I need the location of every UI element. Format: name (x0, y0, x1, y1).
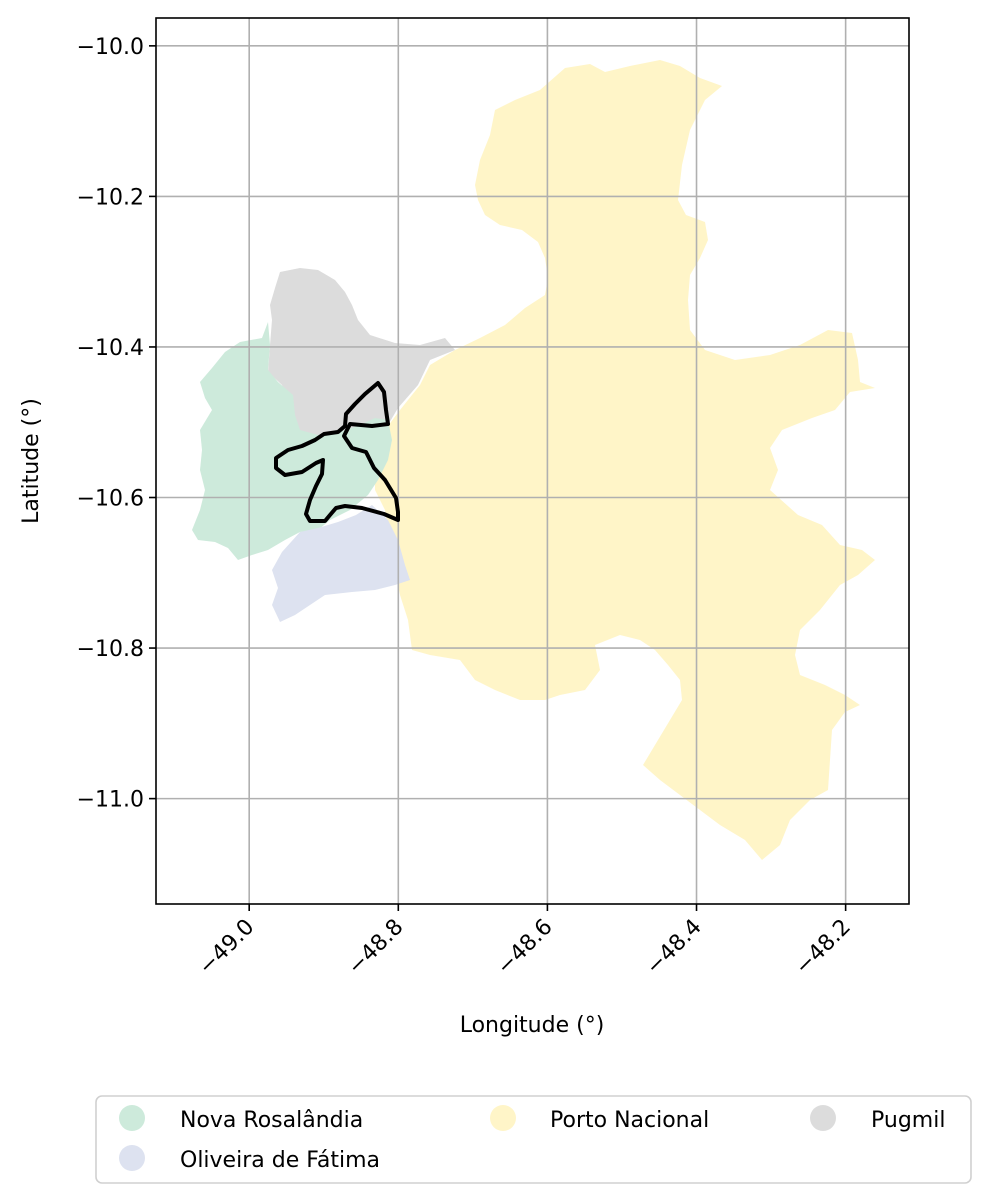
y-tick-label: −10.8 (77, 637, 144, 662)
legend-marker-pugmil (810, 1105, 836, 1131)
legend-label-oliveira-de-fatima: Oliveira de Fátima (180, 1148, 380, 1173)
plot-frame (155, 17, 910, 905)
y-axis-label: Latitude (°) (19, 398, 44, 524)
x-tick-label: −48.8 (343, 915, 408, 980)
legend-label-porto-nacional: Porto Nacional (550, 1108, 709, 1133)
region-oliveira-de-fatima (272, 505, 410, 622)
legend-marker-porto-nacional (490, 1105, 516, 1131)
gridlines (156, 18, 909, 904)
y-tick-label: −11.0 (77, 788, 144, 813)
y-tick-label: −10.4 (77, 336, 144, 361)
y-tick-label: −10.6 (77, 487, 144, 512)
legend-label-nova-rosalandia: Nova Rosalândia (180, 1108, 363, 1133)
x-tick-label: −48.4 (641, 915, 706, 980)
y-tick-label: −10.0 (77, 35, 144, 60)
x-tick-label: −48.2 (791, 915, 856, 980)
region-nova-rosalandia (192, 322, 392, 560)
study-area-outline (274, 381, 400, 523)
region-pugmil (268, 268, 455, 462)
legend-marker-nova-rosalandia (119, 1105, 145, 1131)
x-tick-label: −49.0 (194, 915, 259, 980)
region-porto-nacional (375, 60, 875, 860)
legend-marker-oliveira-de-fatima (119, 1145, 145, 1171)
legend: Nova Rosalândia Oliveira de Fátima Porto… (95, 1095, 972, 1184)
x-tick-label: −48.6 (492, 915, 557, 980)
y-tick-label: −10.2 (77, 185, 144, 210)
y-axis: −10.0 −10.2 −10.4 −10.6 −10.8 −11.0 (77, 35, 156, 813)
legend-label-pugmil: Pugmil (871, 1108, 945, 1133)
x-axis: −49.0 −48.8 −48.6 −48.4 −48.2 (194, 904, 856, 980)
map-regions (192, 60, 875, 860)
x-axis-label: Longitude (°) (460, 1013, 605, 1038)
legend-box (95, 1095, 972, 1184)
